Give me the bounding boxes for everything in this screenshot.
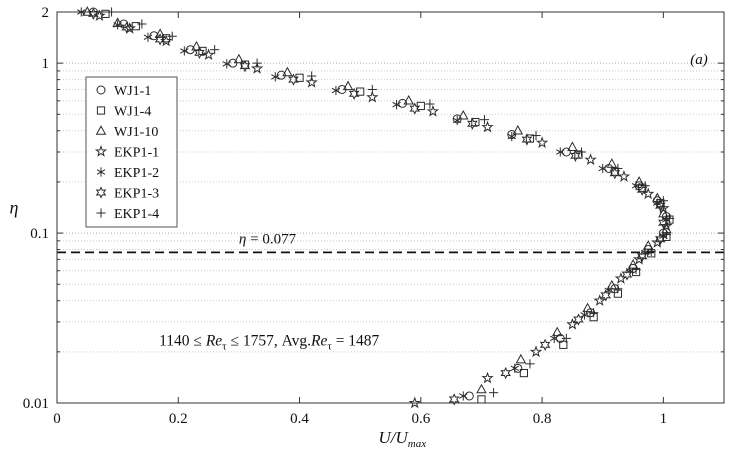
legend-item-WJ1-1: WJ1-1 [96,84,151,99]
legend-box [85,76,178,228]
legend-label: EKP1-3 [114,187,159,202]
re-range-annotation: 1140 ≤ Reτ ≤ 1757, Avg.Reτ = 1487 [159,333,379,353]
series-EKP1-1 [93,9,673,409]
y-tick-label: 0.1 [30,226,49,242]
legend-item-EKP1-4: EKP1-4 [96,207,159,222]
y-tick-label: 2 [42,5,50,21]
panel-label: (a) [690,52,708,68]
x-axis-label: U/Umax [379,428,427,450]
legend-label: WJ1-1 [114,84,151,99]
x-tick-label: 1 [660,411,668,427]
x-tick-label: 0 [53,411,61,427]
plot-border [56,11,725,404]
legend-item-EKP1-3: EKP1-3 [95,186,159,202]
legend: WJ1-1 WJ1-4 WJ1-10 EKP1-1 EKP1-2 EKP1-3 EKP1-4 [85,76,178,228]
y-tick-label: 1 [42,56,50,72]
legend-item-WJ1-4: WJ1-4 [96,105,151,120]
legend-label: WJ1-4 [114,105,151,120]
legend-label: WJ1-10 [114,125,158,140]
eta-line-label: η = 0.077 [239,231,297,247]
legend-label: EKP1-4 [114,207,159,222]
series-EKP1-3 [88,7,669,406]
x-tick-label: 0.4 [290,411,309,427]
legend-item-EKP1-2: EKP1-2 [96,166,159,181]
y-tick-label: 0.01 [23,396,49,412]
x-tick-label: 0.6 [411,411,430,427]
legend-label: EKP1-1 [114,146,159,161]
x-tick-label: 0.8 [533,411,552,427]
y-axis-label: η [10,198,19,218]
x-tick-label: 0.2 [169,411,188,427]
legend-item-WJ1-10: WJ1-10 [95,125,158,140]
legend-label: EKP1-2 [114,166,159,181]
legend-item-EKP1-1: EKP1-1 [94,145,159,161]
series-EKP1-4 [106,7,675,398]
